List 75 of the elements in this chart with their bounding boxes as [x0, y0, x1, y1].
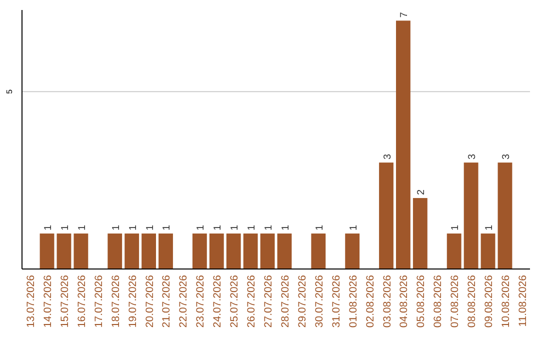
bar — [243, 234, 258, 269]
x-tick-label: 08.08.2026 — [466, 274, 478, 328]
x-tick-label: 19.07.2026 — [126, 274, 139, 328]
x-tick-label: 03.08.2026 — [381, 274, 394, 328]
data-label: 1 — [196, 224, 207, 231]
data-label: 1 — [162, 224, 173, 231]
x-tick-label: 29.07.2026 — [296, 274, 308, 328]
bar — [260, 234, 275, 269]
bar — [40, 234, 54, 269]
bar — [56, 234, 72, 269]
x-tick-label: 21.07.2026 — [160, 274, 173, 328]
x-tick-label: 23.07.2026 — [194, 274, 207, 328]
data-label: 1 — [314, 224, 326, 231]
x-tick-label: 10.08.2026 — [500, 274, 512, 328]
data-label: 1 — [76, 224, 88, 231]
data-label: 1 — [246, 224, 258, 231]
data-label: 2 — [416, 189, 428, 196]
data-label: 1 — [280, 224, 292, 231]
data-label: 1 — [144, 224, 156, 231]
bar — [412, 198, 428, 269]
data-label: 3 — [382, 154, 394, 160]
bar — [158, 234, 173, 269]
data-label: 1 — [212, 224, 224, 231]
bar — [480, 234, 496, 269]
x-tick-label: 31.07.2026 — [330, 274, 342, 328]
bar — [379, 162, 394, 269]
bar — [396, 20, 410, 269]
bar — [108, 234, 122, 269]
x-tick-label: 25.07.2026 — [228, 274, 241, 328]
data-label: 3 — [500, 154, 512, 160]
bar — [446, 234, 462, 269]
data-label: 1 — [230, 224, 241, 231]
bar — [311, 234, 326, 269]
bar — [209, 234, 224, 269]
x-tick-label: 30.07.2026 — [313, 274, 326, 328]
x-tick-label: 28.07.2026 — [279, 274, 292, 328]
data-label: 1 — [110, 224, 122, 231]
bar — [277, 234, 292, 269]
data-label: 1 — [348, 224, 360, 231]
x-tick-label: 17.07.2026 — [92, 274, 105, 328]
data-label: 3 — [467, 154, 478, 160]
bar — [498, 162, 512, 269]
x-tick-label: 11.08.2026 — [516, 274, 529, 327]
x-tick-label: 15.07.2026 — [58, 274, 71, 328]
data-label: 7 — [399, 12, 410, 18]
x-tick-label: 05.08.2026 — [415, 274, 428, 328]
x-tick-label: 01.08.2026 — [347, 274, 360, 328]
bar — [345, 234, 360, 269]
x-tick-label: 26.07.2026 — [246, 274, 258, 328]
x-tick-label: 09.08.2026 — [483, 274, 496, 328]
bar — [124, 234, 140, 269]
x-tick-label: 24.07.2026 — [212, 274, 224, 328]
y-tick-label: 5 — [5, 88, 14, 94]
bar — [464, 162, 478, 269]
x-tick-label: 20.07.2026 — [144, 274, 156, 328]
x-tick-label: 06.08.2026 — [432, 274, 444, 328]
bar — [74, 234, 88, 269]
x-tick-label: 02.08.2026 — [364, 274, 376, 328]
x-tick-label: 13.07.2026 — [25, 274, 38, 328]
bar — [192, 234, 207, 269]
data-label: 1 — [43, 224, 54, 231]
x-tick-label: 16.07.2026 — [76, 274, 88, 328]
x-tick-label: 18.07.2026 — [110, 274, 122, 328]
bar — [226, 234, 241, 269]
x-tick-label: 14.07.2026 — [42, 274, 54, 328]
x-tick-label: 04.08.2026 — [398, 274, 410, 328]
x-tick-label: 27.07.2026 — [262, 274, 275, 328]
data-label: 1 — [450, 224, 462, 231]
data-label: 1 — [128, 224, 139, 231]
data-label: 1 — [484, 224, 496, 231]
data-label: 1 — [264, 224, 275, 231]
x-tick-label: 22.07.2026 — [178, 274, 190, 328]
data-label: 1 — [60, 224, 71, 231]
bar — [142, 234, 156, 269]
x-tick-label: 07.08.2026 — [449, 274, 462, 328]
